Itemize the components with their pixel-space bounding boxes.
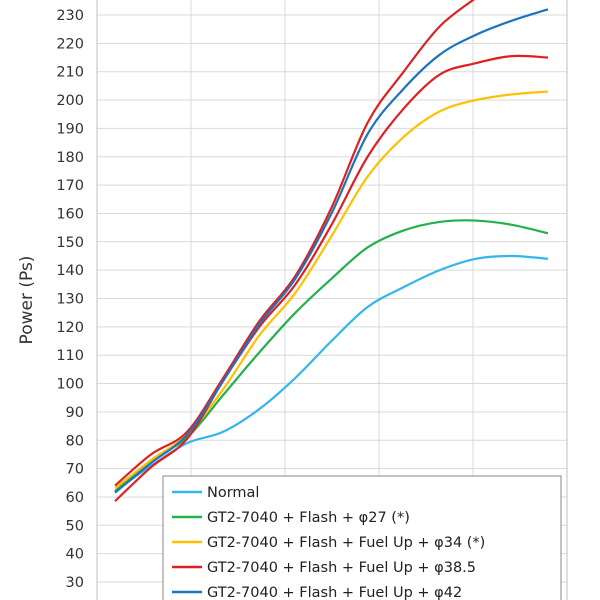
y-tick-label: 40 (66, 547, 84, 563)
legend-label-0: Normal (207, 485, 259, 501)
y-tick-label: 210 (56, 65, 84, 81)
series-line-red-upper (114, 0, 475, 487)
y-tick-label: 110 (56, 348, 84, 364)
y-tick-label: 170 (56, 178, 84, 194)
y-tick-label: 70 (66, 462, 84, 478)
legend-box (162, 475, 562, 600)
series-line-0 (114, 254, 549, 493)
series-line-1 (114, 219, 549, 493)
y-tick-label: 150 (56, 235, 84, 251)
y-tick-label: 230 (56, 8, 84, 24)
y-tick-label: 120 (56, 320, 84, 336)
y-axis-ticks: 30 40 50 60 70 80 90 100 110 120 130 140 150 160 170 18… (56, 8, 84, 591)
y-tick-label: 160 (56, 206, 84, 222)
y-tick-label: 100 (56, 377, 84, 393)
y-tick-label: 130 (56, 292, 84, 308)
y-tick-label: 50 (66, 518, 84, 534)
y-axis-title: Power (Ps) (17, 256, 37, 345)
series-line-2 (114, 90, 549, 490)
y-tick-label: 220 (56, 36, 84, 52)
legend-label-4: GT2-7040 + Flash + Fuel Up + φ42 (207, 585, 462, 600)
y-tick-label: 190 (56, 121, 84, 137)
y-tick-label: 60 (66, 490, 84, 506)
y-tick-label: 140 (56, 263, 84, 279)
legend-label-3: GT2-7040 + Flash + Fuel Up + φ38.5 (207, 560, 476, 576)
legend-label-2: GT2-7040 + Flash + Fuel Up + φ34 (*) (207, 535, 485, 551)
series-lines (114, 0, 549, 503)
y-tick-label: 200 (56, 93, 84, 109)
y-tick-label: 30 (66, 575, 84, 591)
y-tick-label: 80 (66, 433, 84, 449)
legend: Normal GT2-7040 + Flash + φ27 (*) GT2-7040… (162, 475, 562, 600)
y-tick-label: 90 (66, 405, 84, 421)
series-line-3 (114, 54, 549, 503)
series-line-4 (114, 8, 549, 494)
legend-label-1: GT2-7040 + Flash + φ27 (*) (207, 510, 410, 526)
y-tick-label: 180 (56, 150, 84, 166)
